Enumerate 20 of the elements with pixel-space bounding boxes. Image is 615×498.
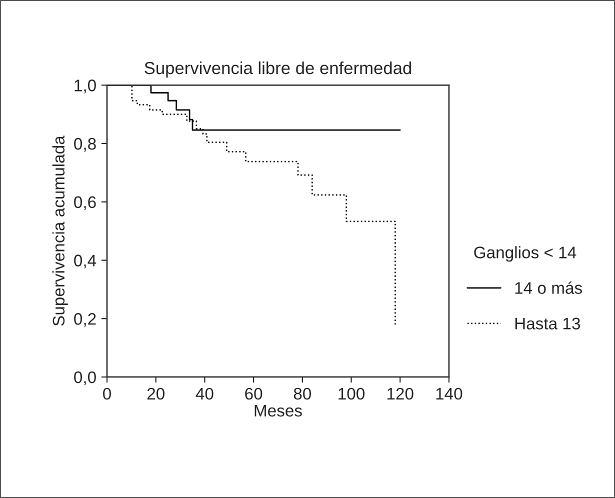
y-tick-label: 1,0 [74,80,96,94]
legend-label: Hasta 13 [515,318,580,330]
x-tick-label: 0 [103,388,111,400]
x-tick-label: 120 [387,388,414,400]
legend-label: 14 o más [515,281,582,294]
chart-title: Supervivencia libre de enfermedad [144,61,412,78]
x-axis-title: Meses [254,404,302,417]
y-tick-label: 0,0 [74,371,96,386]
x-tick-label: 80 [294,388,312,400]
y-tick-label: 0,6 [74,196,96,210]
x-tick-label: 20 [147,388,164,400]
y-tick-label: 0,2 [74,313,96,327]
y-axis-title: Supervivencia acumulada [52,136,68,326]
x-tick-label: 140 [436,388,462,400]
x-tick-label: 40 [196,388,214,400]
legend-title: Ganglios < 14 [474,246,576,262]
x-tick-label: 60 [245,388,262,400]
y-tick-label: 0,4 [74,254,96,268]
y-tick-label: 0,8 [74,138,96,152]
x-tick-label: 100 [338,388,365,400]
